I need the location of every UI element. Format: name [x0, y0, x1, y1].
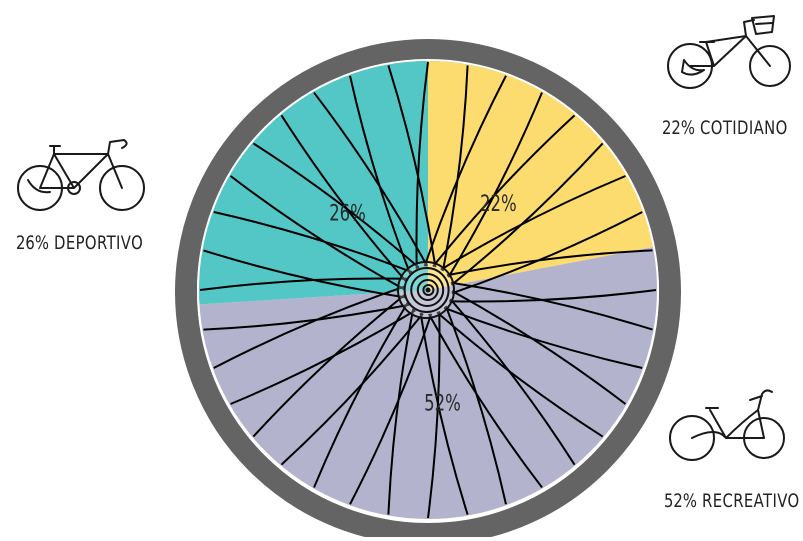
legend-deportivo-name: DEPORTIVO — [54, 232, 144, 254]
legend-cotidiano: 22% COTIDIANO — [662, 117, 788, 139]
wheel-hub-ring — [416, 279, 439, 301]
wheel-spoke — [423, 75, 507, 267]
wheel-spoke — [387, 308, 415, 515]
legend-recreativo-pct: 52% — [664, 490, 697, 512]
wheel-spoke — [280, 312, 424, 466]
wheel-hub-ring — [403, 267, 450, 313]
wheel-spoke — [213, 211, 413, 274]
wheel-spoke — [441, 65, 469, 272]
wheel-spoke — [313, 302, 409, 488]
wheel-spoke — [313, 91, 429, 267]
wheel-spoke — [436, 311, 604, 438]
legend-cotidiano-name: COTIDIANO — [700, 117, 788, 139]
wheel-spoke — [446, 249, 653, 277]
legend-cotidiano-pct: 22% — [662, 117, 695, 139]
data-label-deportivo: 26% — [329, 200, 366, 226]
cruiser-bike-icon — [666, 386, 790, 474]
wheel-hub-center — [425, 287, 431, 293]
wheel-spoke — [387, 65, 437, 268]
wheel-spoke — [349, 313, 433, 505]
wheel-spoke — [451, 289, 627, 405]
wheel-spoke — [415, 61, 429, 269]
wheel-spoke — [203, 249, 406, 299]
wheel-spoke — [449, 289, 657, 303]
wheel-hub-ring — [410, 273, 445, 307]
wheel-spoke — [432, 114, 576, 268]
wheel-hub-ring — [422, 284, 435, 296]
legend-recreativo: 52% RECREATIVO — [664, 490, 800, 512]
wheel-tire — [175, 39, 681, 541]
city-bike-with-basket-icon — [662, 12, 792, 96]
wheel-spoke — [450, 142, 604, 286]
wheel-spoke — [440, 175, 626, 271]
wheel-spoke — [252, 294, 406, 438]
data-label-recreativo: 52% — [424, 390, 461, 416]
data-label-cotidiano: 22% — [480, 191, 517, 217]
wheel-spoke — [349, 75, 412, 275]
wheel-spoke — [199, 277, 407, 291]
wheel-spoke — [443, 306, 643, 369]
wheel-spoke — [229, 175, 405, 291]
wheel-spoke — [252, 142, 420, 269]
road-bike-icon — [10, 134, 150, 222]
legend-deportivo-pct: 26% — [16, 232, 49, 254]
wheel-spoke — [230, 309, 416, 405]
wheel-spoke — [451, 211, 643, 295]
wheel-rim — [197, 59, 659, 521]
pie-slice-recreativo — [198, 246, 659, 520]
legend-recreativo-name: RECREATIVO — [702, 490, 800, 512]
wheel-spoke — [450, 281, 653, 331]
wheel-spoke — [419, 312, 469, 515]
wheel-spoke — [203, 303, 410, 331]
wheel-spoke — [427, 313, 543, 489]
wheel-spoke — [449, 298, 576, 466]
wheel-spoke — [427, 311, 441, 519]
wheel-spoke — [213, 285, 405, 369]
wheel-spoke — [444, 305, 507, 505]
wheel-spoke — [280, 114, 407, 282]
pie-slice-deportivo — [198, 60, 428, 305]
legend-deportivo: 26% DEPORTIVO — [16, 232, 143, 254]
wheel-spoke — [447, 92, 543, 278]
